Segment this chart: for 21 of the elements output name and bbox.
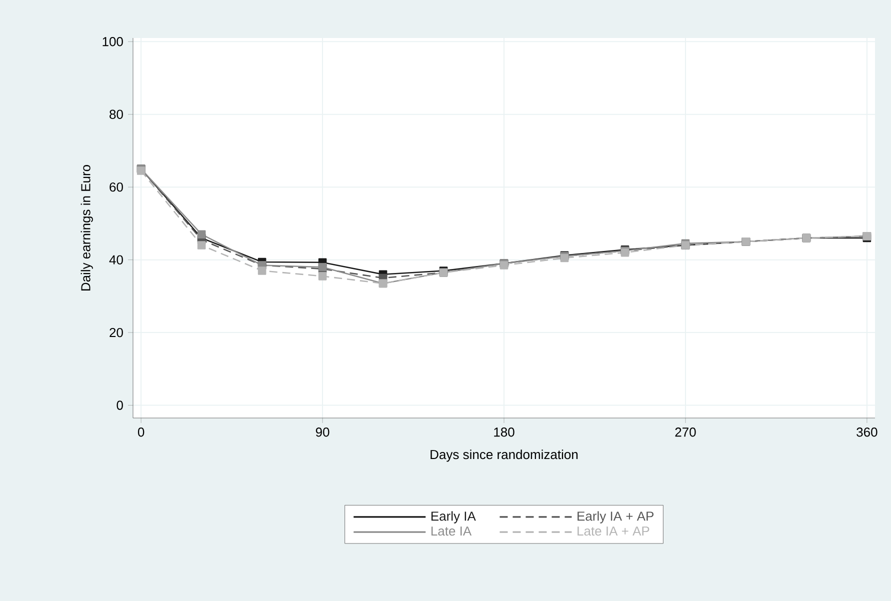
x-tick-label: 270: [675, 428, 696, 437]
x-axis-title: Days since randomization: [430, 450, 578, 462]
text: Late IA: [431, 526, 472, 536]
x-tick-label: 90: [316, 428, 330, 437]
point: [318, 272, 327, 280]
point: [197, 230, 206, 239]
y-tick-label: 100: [102, 37, 123, 46]
x-tick-label: 0: [138, 428, 144, 437]
x-tick-label: 180: [494, 428, 514, 437]
x-tick-label: 360: [856, 428, 878, 437]
y-tick-label: 0: [116, 400, 123, 410]
text: Late IA + AP: [578, 526, 650, 536]
point: [197, 241, 206, 250]
y-tick-label: 20: [110, 328, 123, 338]
y-tick-label: 40: [109, 255, 123, 264]
text: Early IA + AP: [578, 511, 654, 524]
y-tick-label: 60: [110, 182, 123, 192]
text: Early IA: [431, 511, 476, 524]
y-axis-title: Daily earnings in Euro: [80, 164, 93, 291]
y-tick-label: 80: [110, 110, 123, 119]
point: [258, 266, 266, 275]
